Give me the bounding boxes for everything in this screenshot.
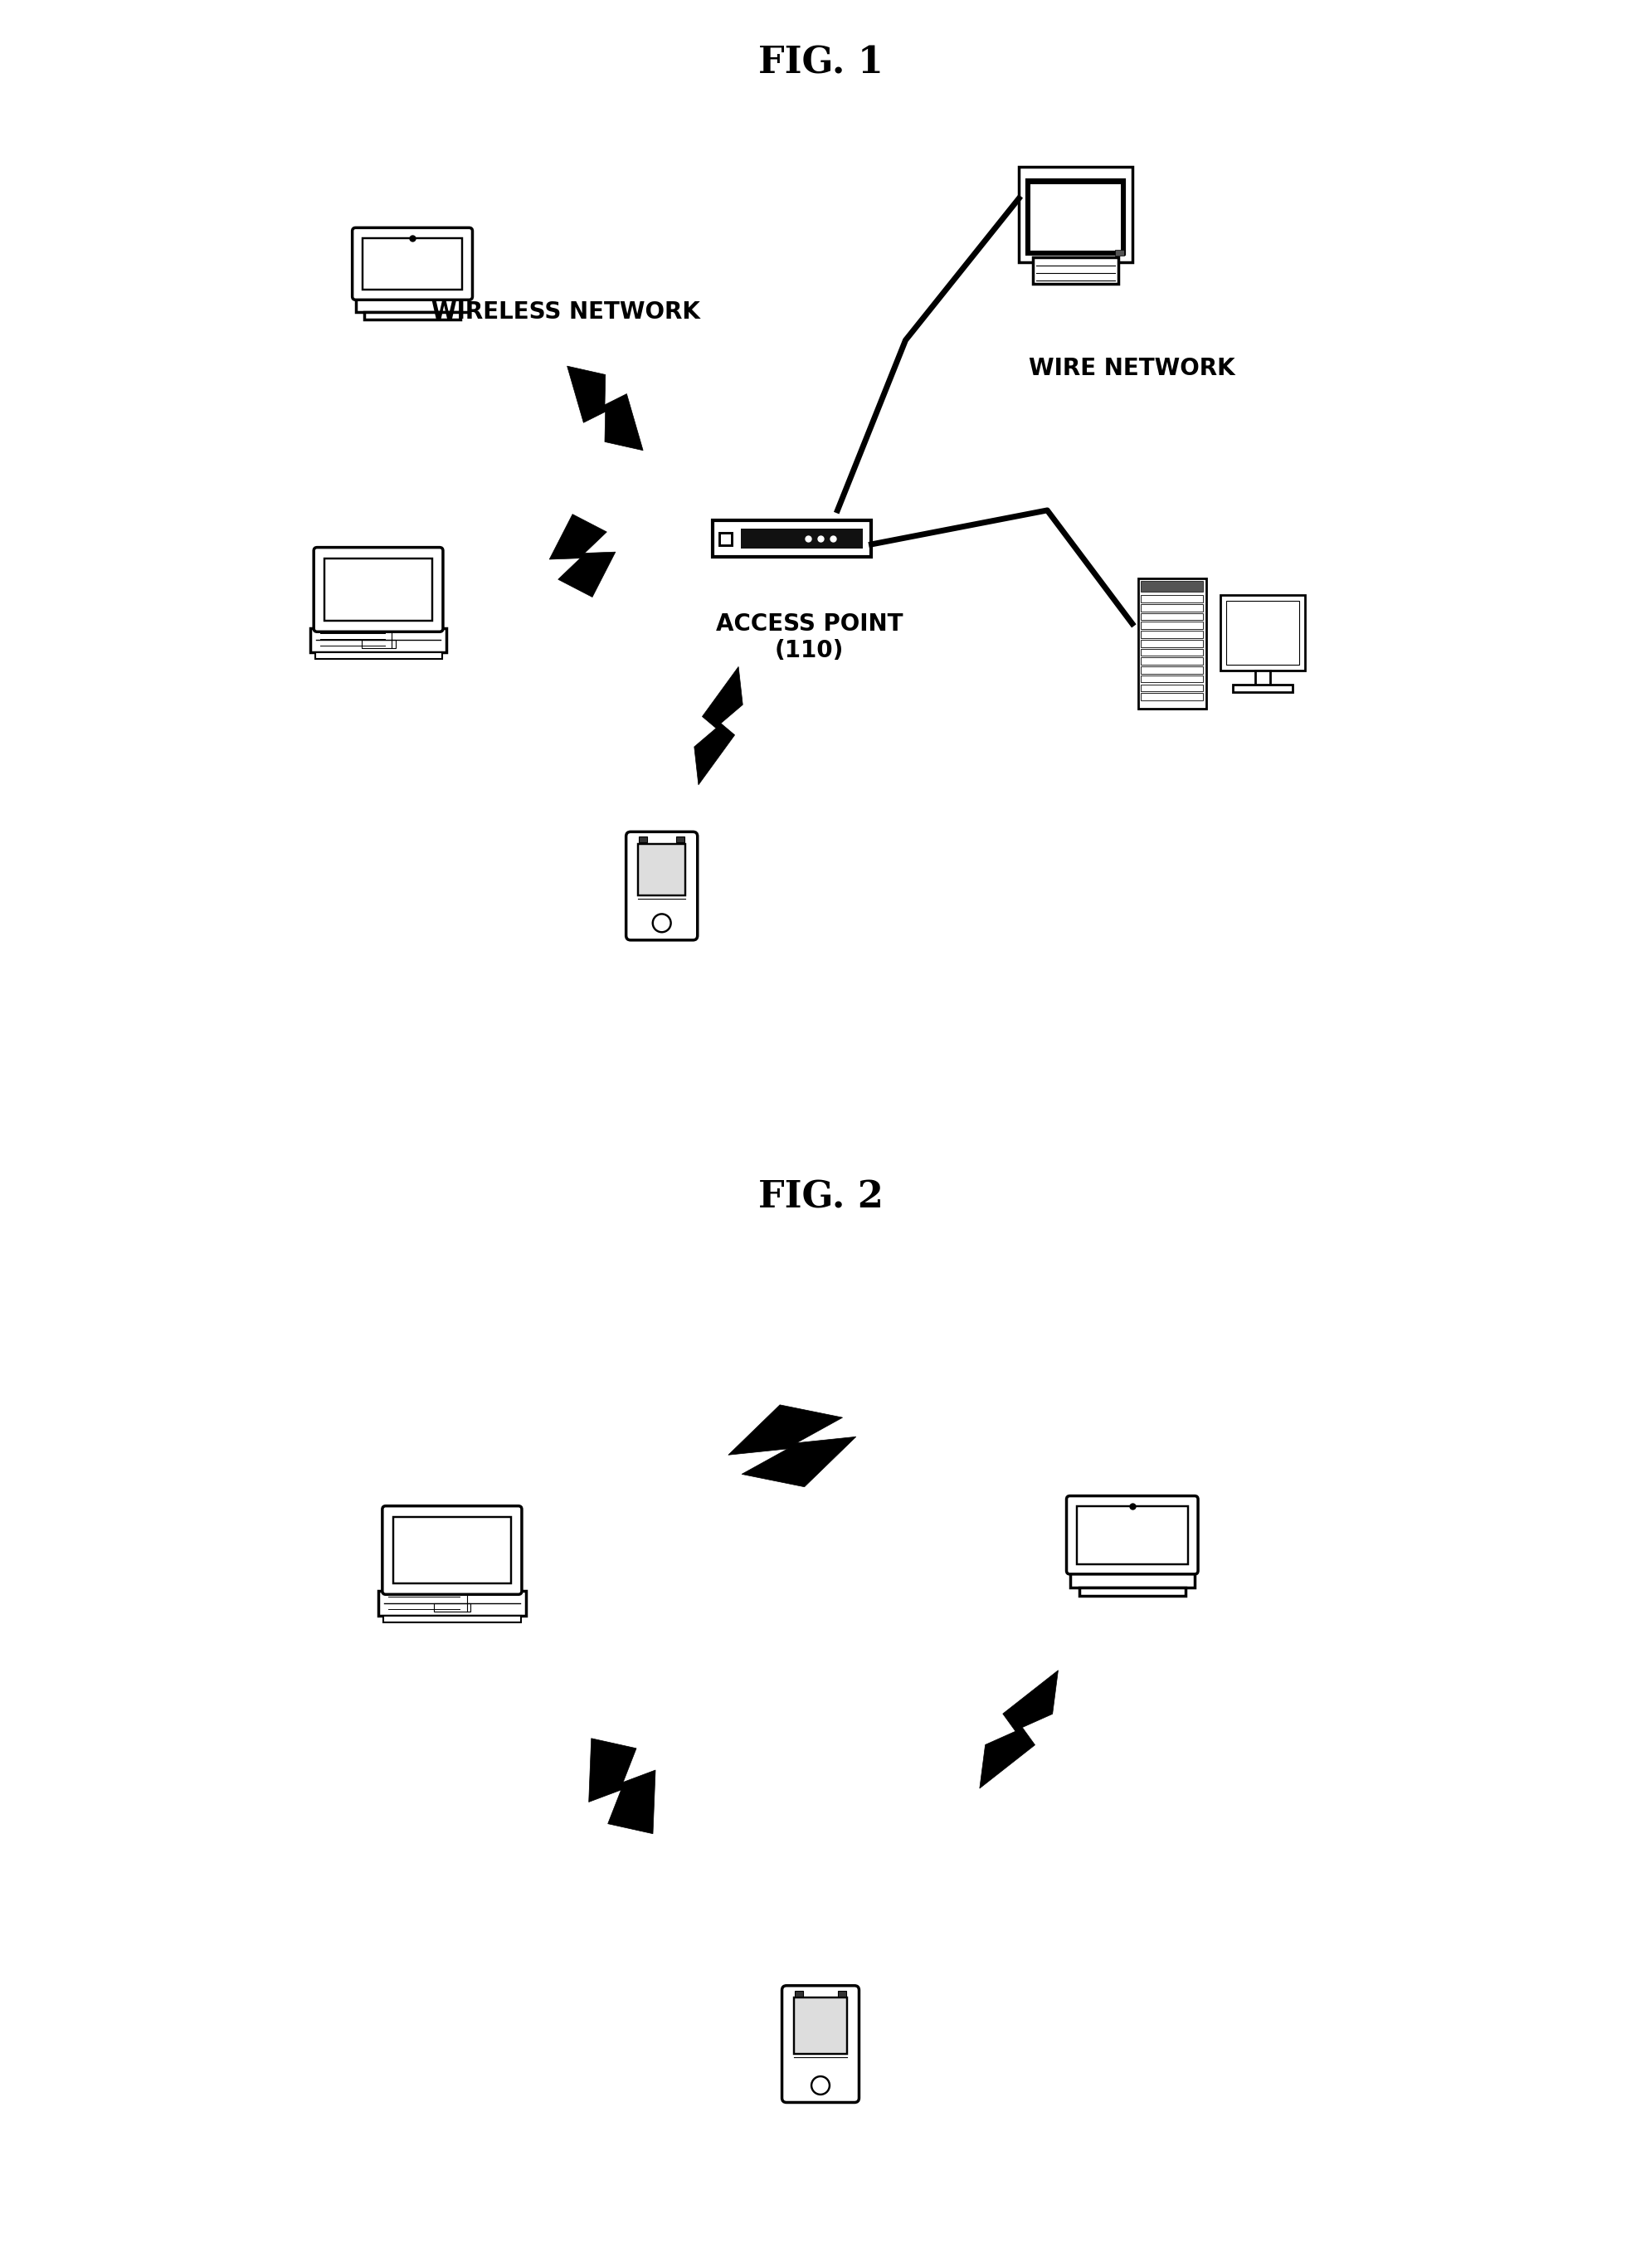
Bar — [1076, 1506, 1188, 1565]
Bar — [1116, 249, 1124, 256]
Bar — [1140, 649, 1203, 655]
Bar — [1019, 168, 1132, 263]
Bar — [1140, 667, 1203, 674]
Bar — [712, 519, 871, 558]
Bar — [382, 1615, 522, 1624]
Bar — [1140, 694, 1203, 701]
Polygon shape — [980, 1669, 1058, 1789]
Bar — [379, 1592, 525, 1615]
Bar — [325, 558, 432, 621]
Text: FIG. 1: FIG. 1 — [758, 45, 883, 82]
FancyBboxPatch shape — [783, 1987, 858, 2102]
Bar — [1221, 596, 1305, 671]
Bar — [1080, 1588, 1185, 1597]
Polygon shape — [568, 365, 643, 451]
FancyBboxPatch shape — [353, 227, 473, 299]
Bar — [1027, 181, 1124, 254]
Bar — [742, 528, 863, 549]
Bar — [1140, 612, 1203, 619]
Bar — [1226, 601, 1300, 665]
Bar — [394, 1517, 510, 1583]
Bar — [1255, 671, 1270, 689]
Bar — [433, 1603, 471, 1613]
Polygon shape — [589, 1737, 655, 1835]
Bar — [1070, 1572, 1195, 1588]
Polygon shape — [694, 667, 743, 785]
FancyBboxPatch shape — [382, 1506, 522, 1594]
Bar — [794, 1991, 802, 1996]
Text: WIRE NETWORK: WIRE NETWORK — [1029, 356, 1236, 381]
Bar — [1031, 184, 1121, 252]
Bar — [1140, 603, 1203, 612]
Polygon shape — [550, 515, 615, 596]
Bar — [638, 837, 647, 844]
Bar — [1034, 256, 1118, 284]
Bar — [1140, 685, 1203, 692]
Bar — [1140, 676, 1203, 683]
Circle shape — [653, 914, 671, 932]
Bar — [638, 844, 686, 896]
Bar — [364, 313, 461, 320]
FancyBboxPatch shape — [1067, 1497, 1198, 1574]
Bar — [363, 238, 463, 290]
Bar — [1140, 594, 1203, 603]
Bar — [1232, 685, 1293, 692]
FancyBboxPatch shape — [313, 547, 443, 633]
Text: FIG. 2: FIG. 2 — [758, 1179, 883, 1216]
Bar — [1140, 631, 1203, 637]
Polygon shape — [729, 1404, 857, 1488]
Bar — [1137, 578, 1206, 708]
Bar — [1140, 640, 1203, 646]
Circle shape — [811, 2077, 830, 2096]
Bar — [1140, 658, 1203, 665]
FancyBboxPatch shape — [627, 832, 697, 941]
Bar — [794, 1998, 847, 2053]
Bar — [1140, 621, 1203, 628]
Bar — [1140, 581, 1203, 592]
Bar — [361, 640, 395, 649]
Text: WIRELESS NETWORK: WIRELESS NETWORK — [432, 299, 699, 324]
Bar — [310, 628, 446, 653]
Text: ACCESS POINT
(110): ACCESS POINT (110) — [715, 612, 903, 662]
Bar — [676, 837, 684, 844]
Bar — [356, 297, 469, 313]
Bar — [839, 1991, 847, 1996]
Bar — [315, 653, 441, 658]
Bar — [720, 533, 732, 544]
